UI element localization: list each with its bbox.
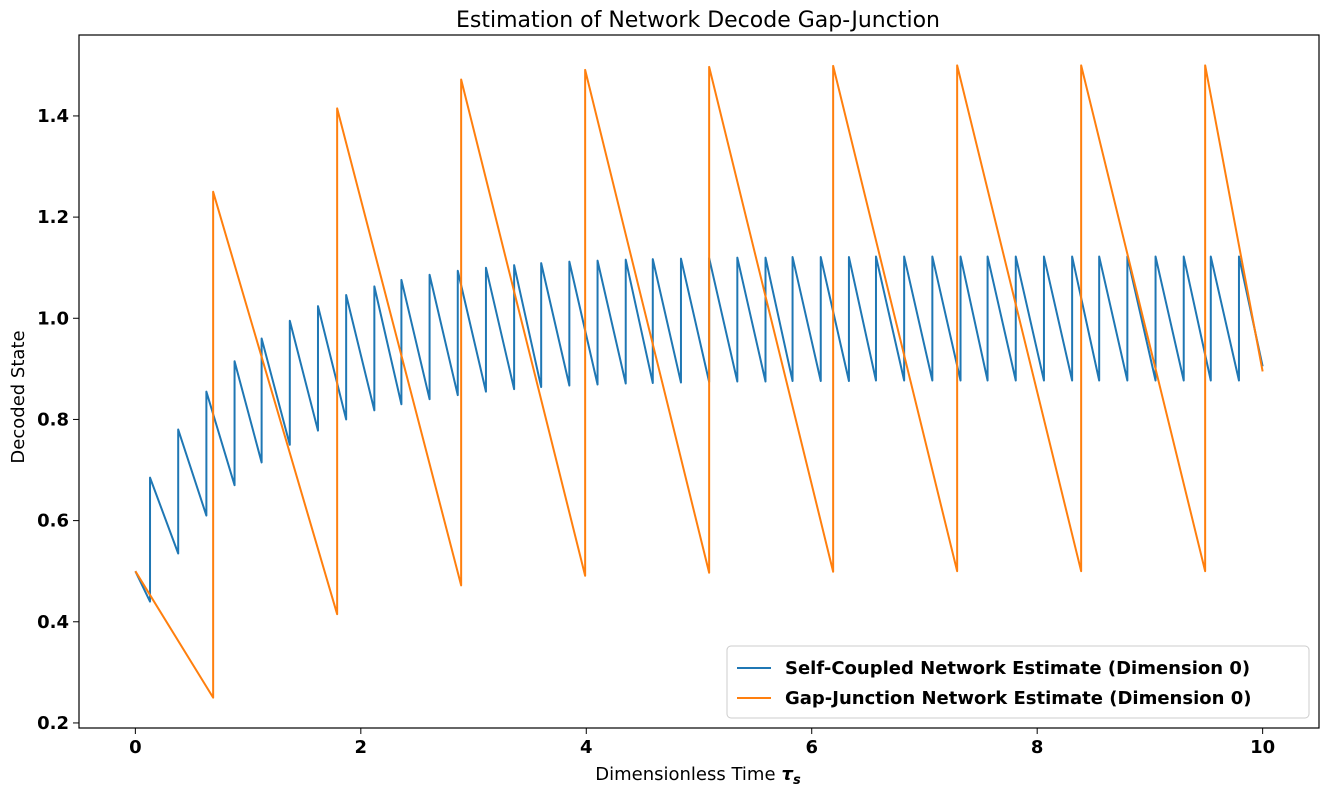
y-tick-label: 0.4 xyxy=(37,612,69,633)
y-tick-label: 1.0 xyxy=(37,308,69,329)
legend-box xyxy=(726,645,1310,719)
x-axis-label-symbol: τ xyxy=(782,764,794,785)
y-tick-label: 0.8 xyxy=(37,409,69,430)
x-axis-label-subscript: s xyxy=(793,773,801,788)
x-axis-label-text: Dimensionless Time xyxy=(595,764,775,785)
x-axis: 0 2 4 6 8 10 xyxy=(129,728,1275,758)
x-tick-label: 6 xyxy=(805,737,818,758)
series-line-1 xyxy=(134,64,1264,699)
y-axis: 0.2 0.4 0.6 0.8 1.0 1.2 1.4 xyxy=(37,106,79,734)
plot-area xyxy=(134,64,1264,699)
x-tick-label: 2 xyxy=(355,737,368,758)
legend-label-1: Gap-Junction Network Estimate (Dimension… xyxy=(785,688,1251,709)
y-axis-label: Decoded State xyxy=(8,330,29,463)
y-tick-label: 1.4 xyxy=(37,106,69,127)
x-tick-label: 10 xyxy=(1250,737,1275,758)
series-line-0 xyxy=(134,255,1264,603)
chart-title: Estimation of Network Decode Gap-Junctio… xyxy=(456,8,940,33)
x-tick-label: 4 xyxy=(580,737,593,758)
axes-frame xyxy=(78,34,1320,729)
legend-label-0: Self-Coupled Network Estimate (Dimension… xyxy=(785,658,1250,679)
x-tick-label: 0 xyxy=(129,737,142,758)
y-tick-label: 0.6 xyxy=(37,511,69,532)
x-axis-label: Dimensionless Time τs xyxy=(595,764,801,788)
y-tick-label: 1.2 xyxy=(37,207,69,228)
legend: Self-Coupled Network Estimate (Dimension… xyxy=(726,645,1310,719)
x-tick-label: 8 xyxy=(1031,737,1044,758)
y-tick-label: 0.2 xyxy=(37,713,69,734)
